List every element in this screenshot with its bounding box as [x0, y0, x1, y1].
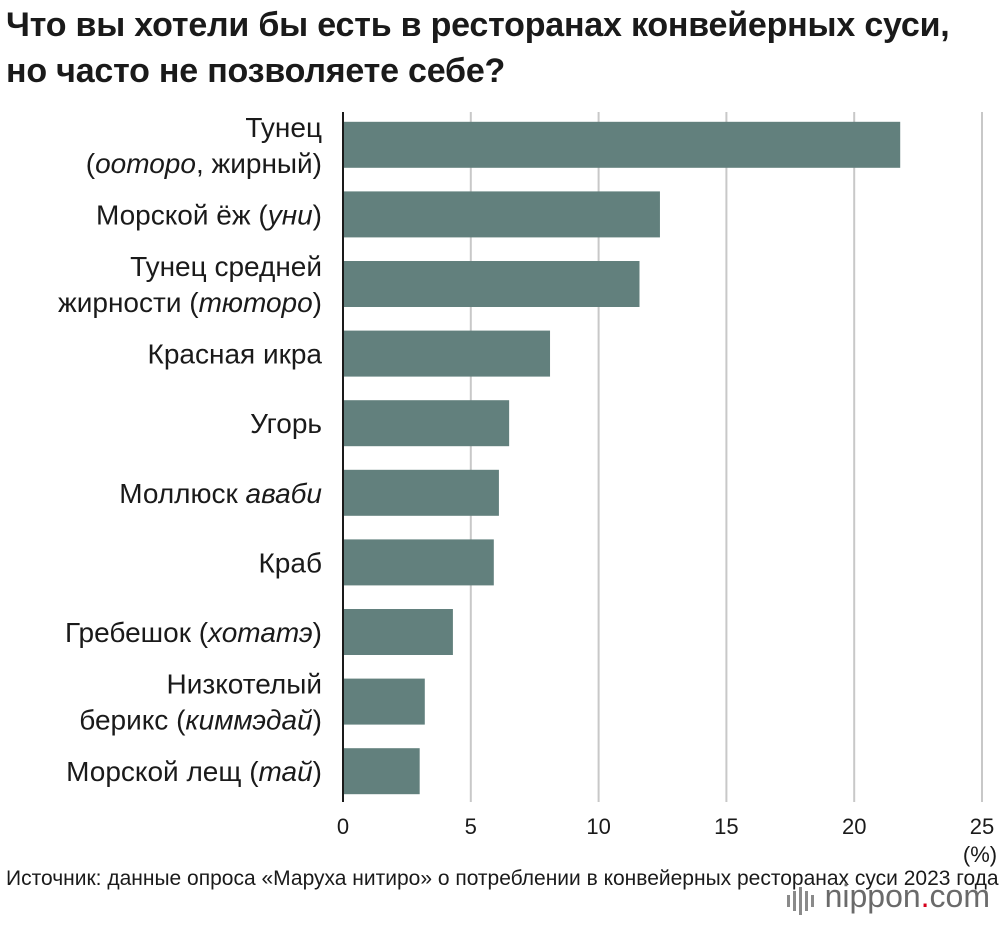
source-note: Источник: данные опроса «Маруха нитиро» … — [6, 867, 999, 890]
category-label-part: Краб — [259, 547, 323, 578]
category-label: жирности (тюторо) — [58, 287, 322, 318]
bar — [343, 400, 510, 447]
category-label: Тунец средней — [130, 251, 322, 282]
bar — [343, 330, 551, 377]
logo-dot: . — [920, 878, 930, 914]
category-label-part: киммэдай — [185, 705, 313, 736]
logo-bars-icon — [786, 880, 817, 917]
x-tick-label: 5 — [465, 814, 477, 839]
x-unit-label: (%) — [963, 842, 997, 867]
category-label: Тунец — [245, 112, 322, 143]
category-label-part: Красная икра — [148, 339, 323, 370]
category-label: (ooторо, жирный) — [86, 148, 322, 179]
category-label-part: ) — [313, 756, 322, 787]
category-label-part: ooторо — [95, 148, 196, 179]
bar — [343, 121, 901, 168]
category-label: Моллюск аваби — [119, 478, 322, 509]
category-label-part: Моллюск — [119, 478, 245, 509]
category-label-part: Тунец средней — [130, 251, 322, 282]
bar — [343, 469, 499, 516]
nippon-logo: nippon.com — [786, 878, 990, 917]
category-label-part: ) — [313, 199, 322, 230]
category-label: Красная икра — [148, 339, 323, 370]
bar — [343, 539, 494, 586]
category-label: Морской ёж (уни) — [96, 199, 322, 230]
category-label-part: аваби — [246, 478, 323, 509]
bar — [343, 261, 640, 307]
category-label-part: ( — [86, 148, 96, 179]
category-label-part: ) — [313, 287, 322, 318]
category-label-part: тюторо — [199, 287, 313, 318]
category-label-part: ) — [313, 617, 322, 648]
category-label-part: жирности ( — [58, 287, 199, 318]
category-label: Гребешок (хотатэ) — [65, 617, 322, 648]
x-tick-label: 10 — [586, 814, 610, 839]
x-tick-label: 25 — [970, 814, 994, 839]
category-label-part: Низкотелый — [167, 669, 322, 700]
category-label-part: берикс ( — [79, 705, 186, 736]
x-tick-label: 0 — [337, 814, 349, 839]
logo-name: nippon — [824, 878, 921, 914]
bar — [343, 748, 420, 795]
category-label-part: Угорь — [250, 408, 322, 439]
bar — [343, 678, 425, 725]
category-label: Низкотелый — [167, 669, 322, 700]
category-label: берикс (киммэдай) — [79, 705, 322, 736]
category-label-part: уни — [266, 199, 313, 230]
category-label: Краб — [259, 547, 323, 578]
bar — [343, 191, 660, 238]
x-tick-label: 20 — [842, 814, 866, 839]
category-label-part: ) — [313, 705, 322, 736]
category-label-part: хотатэ — [206, 617, 313, 648]
x-tick-label: 15 — [714, 814, 738, 839]
category-label-part: Морской ёж ( — [96, 199, 268, 230]
bar — [343, 609, 453, 655]
category-label-part: тай — [259, 756, 314, 787]
category-label: Угорь — [250, 408, 322, 439]
chart-title: Что вы хотели бы есть в ресторанах конве… — [6, 6, 950, 90]
category-label-part: Морской лещ ( — [66, 756, 259, 787]
category-label: Морской лещ (тай) — [66, 756, 322, 787]
category-label-part: Тунец — [245, 112, 322, 143]
category-label-part: , жирный) — [196, 148, 322, 179]
category-label-part: Гребешок ( — [65, 617, 209, 648]
logo-tld: com — [929, 878, 990, 914]
